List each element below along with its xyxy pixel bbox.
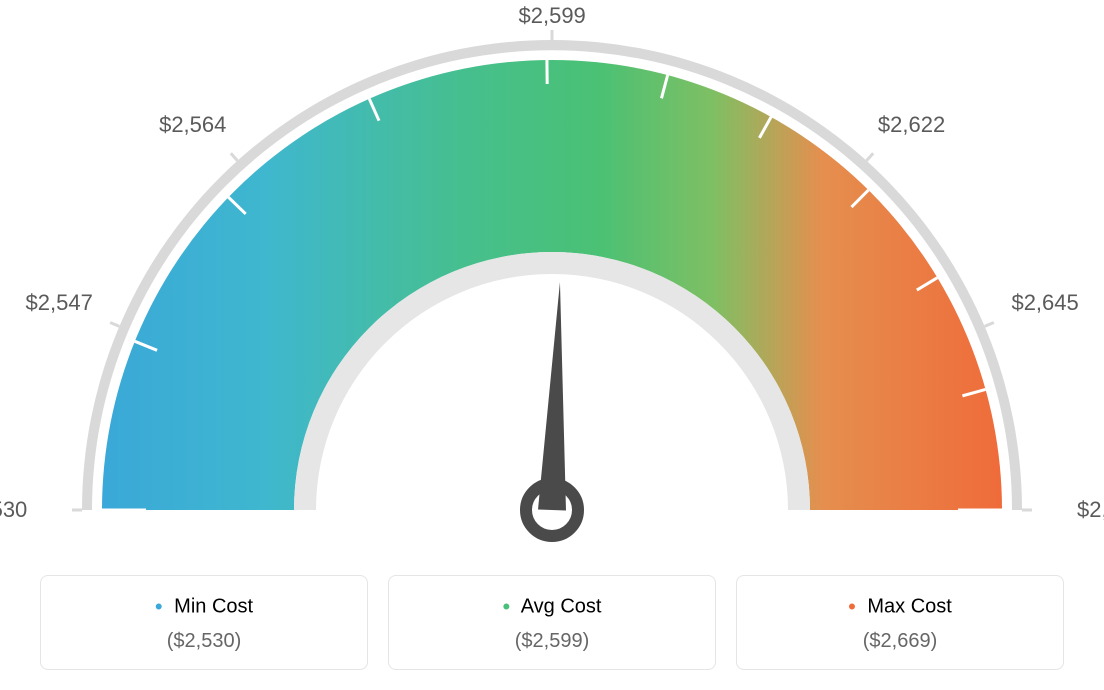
gauge-tick-label: $2,599 bbox=[519, 3, 586, 29]
gauge-tick-label: $2,530 bbox=[0, 497, 27, 523]
gauge-svg bbox=[0, 0, 1104, 560]
legend-label-avg: Avg Cost bbox=[521, 595, 602, 617]
gauge-tick-label: $2,669 bbox=[1077, 497, 1104, 523]
legend-value-min: ($2,530) bbox=[51, 630, 357, 653]
legend-label-max: Max Cost bbox=[867, 595, 951, 617]
legend-card-min: • Min Cost ($2,530) bbox=[40, 575, 368, 670]
gauge-tick-label: $2,564 bbox=[159, 112, 226, 138]
gauge-area: $2,530 $2,547 $2,564 $2,599 $2,622 $2,645 $2,6… bbox=[0, 0, 1104, 560]
legend-title-max: • Max Cost bbox=[747, 594, 1053, 620]
gauge-tick-label: $2,547 bbox=[26, 290, 93, 316]
legend-value-avg: ($2,599) bbox=[399, 630, 705, 653]
legend-row: • Min Cost ($2,530) • Avg Cost ($2,599) … bbox=[40, 575, 1064, 670]
legend-title-min: • Min Cost bbox=[51, 594, 357, 620]
dot-icon: • bbox=[848, 594, 856, 619]
legend-card-avg: • Avg Cost ($2,599) bbox=[388, 575, 716, 670]
dot-icon: • bbox=[155, 594, 163, 619]
legend-title-avg: • Avg Cost bbox=[399, 594, 705, 620]
dot-icon: • bbox=[503, 594, 511, 619]
legend-card-max: • Max Cost ($2,669) bbox=[736, 575, 1064, 670]
legend-label-min: Min Cost bbox=[174, 595, 253, 617]
gauge-tick-label: $2,645 bbox=[1011, 290, 1078, 316]
gauge-tick-label: $2,622 bbox=[878, 112, 945, 138]
gauge-chart-container: $2,530 $2,547 $2,564 $2,599 $2,622 $2,645 $2,6… bbox=[0, 0, 1104, 690]
legend-value-max: ($2,669) bbox=[747, 630, 1053, 653]
